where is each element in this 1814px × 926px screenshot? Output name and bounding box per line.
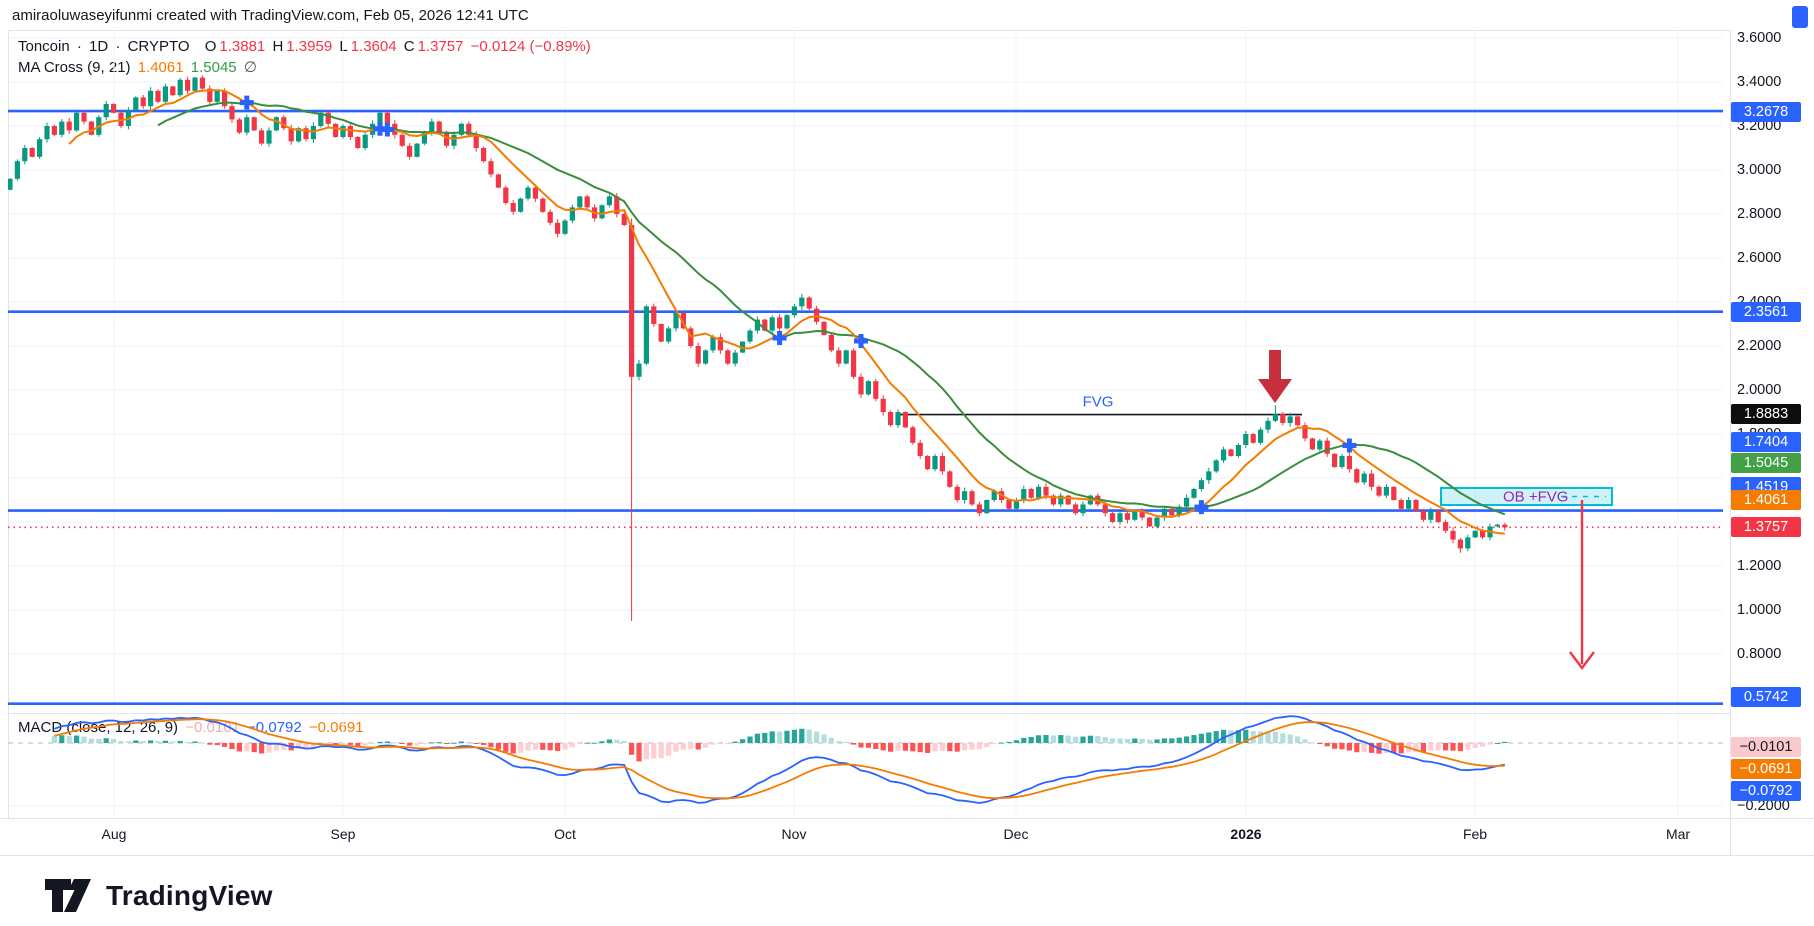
price-tick: 2.0000 bbox=[1737, 382, 1782, 398]
time-axis-top-border bbox=[0, 818, 1814, 819]
price-tick: 1.2000 bbox=[1737, 558, 1782, 574]
ma-cross-legend[interactable]: MA Cross (9, 21) 1.4061 1.5045 ∅ bbox=[18, 58, 260, 76]
time-axis-label: 2026 bbox=[1230, 826, 1262, 842]
exchange-label: CRYPTO bbox=[127, 38, 190, 55]
price-badge: 2.3561 bbox=[1731, 302, 1801, 322]
ma-fast-value: 1.4061 bbox=[137, 59, 184, 76]
legend-separator: · bbox=[115, 38, 121, 55]
time-axis-label: Nov bbox=[781, 826, 807, 842]
time-axis-bottom-border bbox=[0, 855, 1814, 856]
macd-line-value: −0.0792 bbox=[247, 719, 302, 736]
ma-fast-line bbox=[68, 89, 1505, 535]
price-badge: 1.5045 bbox=[1731, 453, 1801, 473]
ma-null-symbol: ∅ bbox=[243, 59, 257, 76]
time-axis-label: Mar bbox=[1665, 826, 1691, 842]
price-tick: 3.4000 bbox=[1737, 74, 1782, 90]
price-badge: 1.8883 bbox=[1731, 404, 1801, 424]
price-tick: 2.6000 bbox=[1737, 250, 1782, 266]
ma-slow-value: 1.5045 bbox=[190, 59, 237, 76]
legend-separator: · bbox=[76, 38, 82, 55]
price-tick: 3.0000 bbox=[1737, 162, 1782, 178]
tradingview-logo-icon bbox=[45, 879, 91, 912]
time-axis-label: Aug bbox=[101, 826, 127, 842]
time-axis-label: Dec bbox=[1003, 826, 1029, 842]
price-badge: 1.7404 bbox=[1731, 432, 1801, 452]
close-label: C bbox=[403, 38, 415, 55]
macd-signal-value: −0.0691 bbox=[308, 719, 364, 736]
price-tick: 2.8000 bbox=[1737, 206, 1782, 222]
price-badge: 1.4061 bbox=[1731, 490, 1801, 510]
macd-tick: −0.2000 bbox=[1737, 798, 1790, 814]
high-label: H bbox=[272, 38, 284, 55]
ma-cross-markers bbox=[239, 95, 1357, 515]
symbol-title[interactable]: Toncoin bbox=[18, 38, 70, 55]
time-axis-label: Feb bbox=[1462, 826, 1488, 842]
price-badge: −0.0792 bbox=[1731, 781, 1801, 801]
time-axis-label: Oct bbox=[554, 826, 576, 842]
tradingview-logo[interactable]: TradingView bbox=[44, 876, 273, 916]
candles bbox=[8, 75, 1508, 621]
price-tick: 2.2000 bbox=[1737, 338, 1782, 354]
ma-slow-line bbox=[157, 101, 1506, 516]
price-tick: 3.6000 bbox=[1737, 30, 1782, 46]
ma-cross-title[interactable]: MA Cross (9, 21) bbox=[18, 59, 131, 76]
high-value: 1.3959 bbox=[286, 38, 333, 55]
price-badge: −0.0101 bbox=[1731, 737, 1801, 757]
open-value: 1.3881 bbox=[219, 38, 266, 55]
close-value: 1.3757 bbox=[417, 38, 464, 55]
chart-top-border bbox=[8, 30, 1730, 31]
fvg-label[interactable]: FVG bbox=[1082, 393, 1114, 411]
macd-legend[interactable]: MACD (close, 12, 26, 9) −0.0101 −0.0792 … bbox=[18, 719, 367, 736]
open-label: O bbox=[204, 38, 217, 55]
projection-arrow-head bbox=[1569, 651, 1595, 670]
price-tick: 0.8000 bbox=[1737, 646, 1782, 662]
corner-badge bbox=[1792, 6, 1808, 28]
ob-fvg-label[interactable]: OB +FVG bbox=[1503, 488, 1569, 505]
low-label: L bbox=[339, 38, 348, 55]
interval-label[interactable]: 1D bbox=[89, 38, 109, 55]
macd-title[interactable]: MACD (close, 12, 26, 9) bbox=[18, 719, 179, 736]
price-badge: −0.0691 bbox=[1731, 759, 1801, 779]
price-tick: 3.2000 bbox=[1737, 118, 1782, 134]
price-axis-border bbox=[1730, 30, 1731, 855]
price-badge: 3.2678 bbox=[1731, 102, 1801, 122]
chart-left-border bbox=[8, 30, 9, 818]
tradingview-logo-text: TradingView bbox=[106, 880, 273, 911]
down-arrow-marker bbox=[1258, 350, 1292, 403]
time-axis-label: Sep bbox=[330, 826, 356, 842]
attribution-text: amiraoluwaseyifunmi created with Trading… bbox=[12, 7, 529, 24]
gridlines bbox=[8, 30, 1723, 818]
price-badge: 0.5742 bbox=[1731, 687, 1801, 707]
price-badge: 1.3757 bbox=[1731, 517, 1801, 537]
macd-hist-value: −0.0101 bbox=[185, 719, 240, 736]
change-value: −0.0124 (−0.89%) bbox=[470, 38, 591, 55]
pane-separator bbox=[8, 713, 1730, 714]
price-tick: 1.0000 bbox=[1737, 602, 1782, 618]
low-value: 1.3604 bbox=[350, 38, 397, 55]
